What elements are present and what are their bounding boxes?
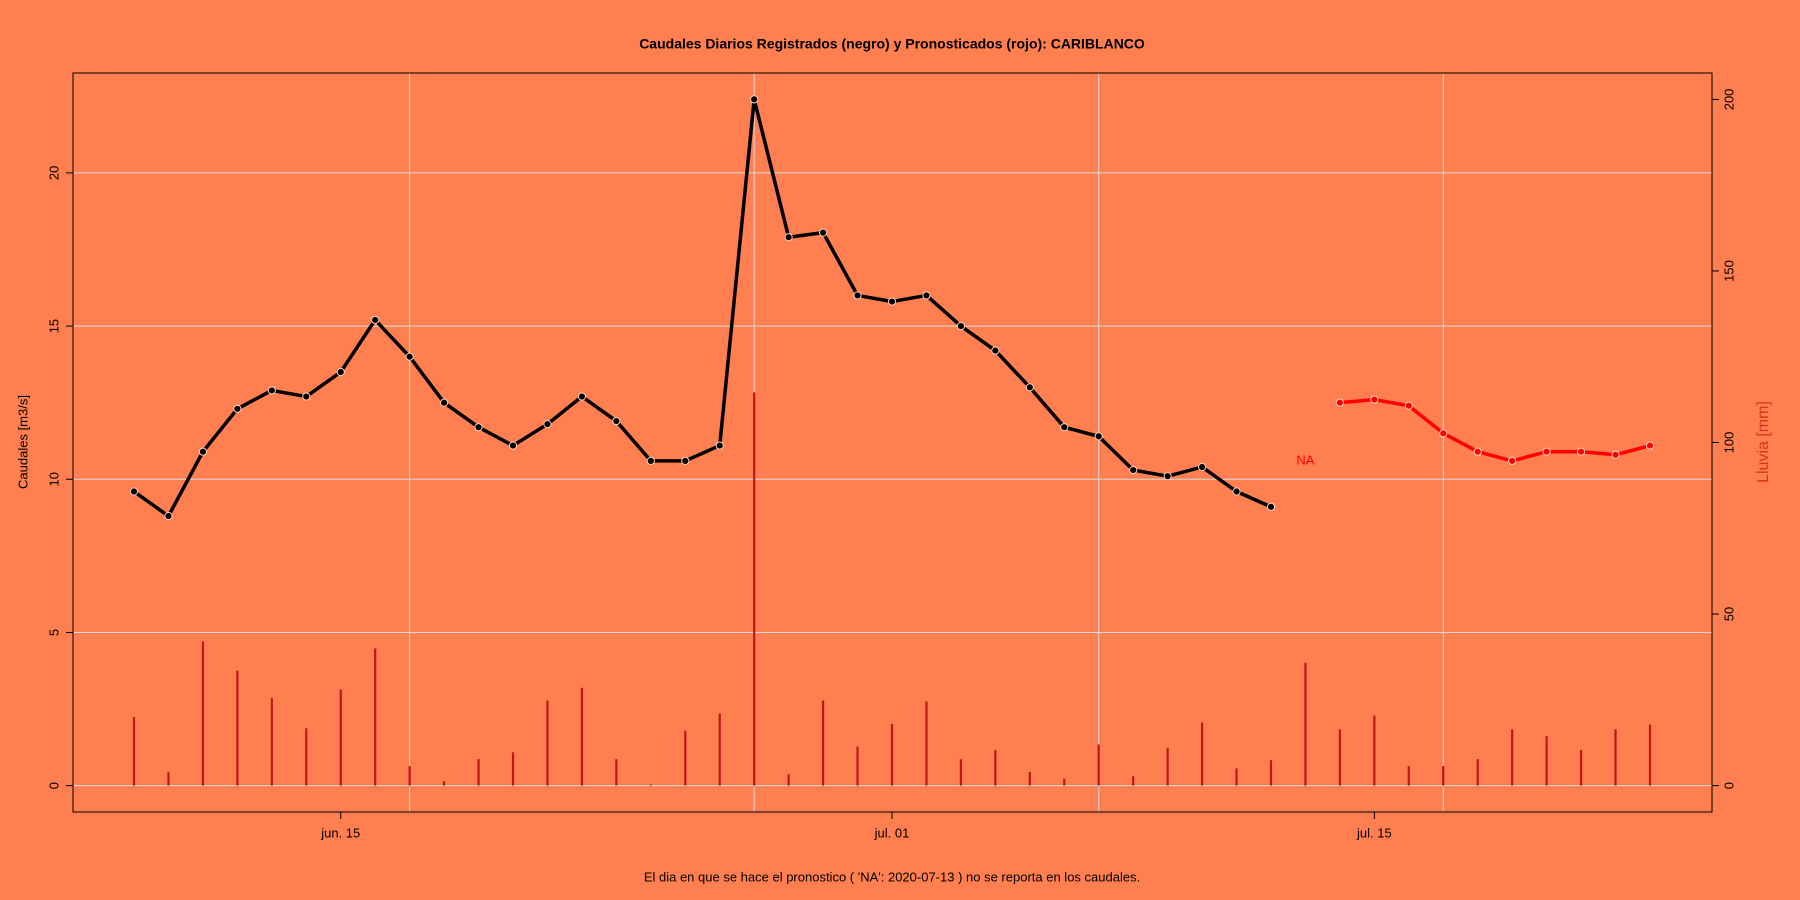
flow-point	[1611, 450, 1620, 459]
flow-point	[1439, 429, 1448, 438]
flow-point	[198, 447, 208, 456]
flow-point	[887, 297, 897, 306]
flow-point	[474, 423, 483, 432]
y2-tick-label: 200	[1721, 89, 1736, 111]
y-tick-label: 0	[46, 782, 61, 789]
y-tick-label: 15	[46, 319, 61, 333]
flow-point	[405, 352, 414, 361]
plot-frame	[72, 72, 1713, 813]
flow-point	[1645, 441, 1655, 450]
flow-point	[1025, 383, 1034, 392]
flow-point	[129, 487, 139, 496]
flow-point	[750, 95, 759, 104]
flow-point	[1473, 447, 1482, 456]
y-axis-label: Caudales [m3/s]	[15, 395, 30, 489]
flow-point	[784, 233, 793, 242]
flow-point	[612, 416, 621, 426]
y2-tick-label: 150	[1721, 260, 1736, 282]
flow-point	[1508, 456, 1517, 465]
flow-point	[543, 420, 552, 429]
flow-point	[1094, 432, 1103, 441]
chart-title: Caudales Diarios Registrados (negro) y P…	[639, 36, 1145, 52]
flow-point	[1266, 502, 1276, 511]
y2-axis-label: Lluvia [mm]	[1755, 401, 1772, 483]
x-tick-label: jun. 15	[320, 825, 360, 840]
y2-tick-label: 100	[1721, 432, 1736, 454]
flow-point	[233, 404, 242, 413]
flow-point	[1576, 447, 1586, 456]
flow-point	[1232, 487, 1241, 496]
flow-point	[439, 398, 449, 407]
flow-point	[1129, 465, 1138, 475]
flow-point	[1197, 462, 1207, 472]
flow-point	[991, 346, 1000, 355]
flow-point	[715, 441, 724, 450]
y-tick-label: 10	[46, 472, 61, 486]
flow-point	[336, 367, 345, 377]
flow-line	[1339, 397, 1651, 463]
y-tick-label: 5	[46, 629, 61, 636]
x-tick-label: jul. 15	[1356, 825, 1392, 840]
y2-tick-label: 50	[1721, 607, 1736, 621]
flow-point	[922, 291, 931, 300]
flow-point	[577, 392, 587, 401]
flow-point	[818, 228, 828, 237]
flow-point	[164, 511, 173, 521]
y-tick-label: 20	[46, 166, 61, 180]
flow-point	[1163, 472, 1172, 481]
flow-point	[302, 392, 311, 401]
x-tick-label: jul. 01	[874, 825, 910, 840]
flow-point	[956, 321, 966, 331]
flow-point	[646, 456, 655, 465]
footnote: El dia en que se hace el pronostico ( 'N…	[644, 869, 1140, 884]
flow-point	[1404, 401, 1413, 410]
flow-point	[681, 456, 690, 465]
y2-tick-label: 0	[1721, 782, 1736, 789]
flow-point	[1060, 423, 1069, 432]
flow-point	[508, 441, 518, 450]
annotation: NA	[1296, 452, 1314, 467]
flow-point	[1370, 395, 1379, 404]
flow-line	[132, 97, 1272, 518]
flow-point	[1542, 447, 1551, 456]
flow-point	[1335, 398, 1344, 407]
flow-point	[371, 315, 380, 325]
flow-point	[853, 291, 862, 300]
flow-point	[267, 386, 276, 395]
